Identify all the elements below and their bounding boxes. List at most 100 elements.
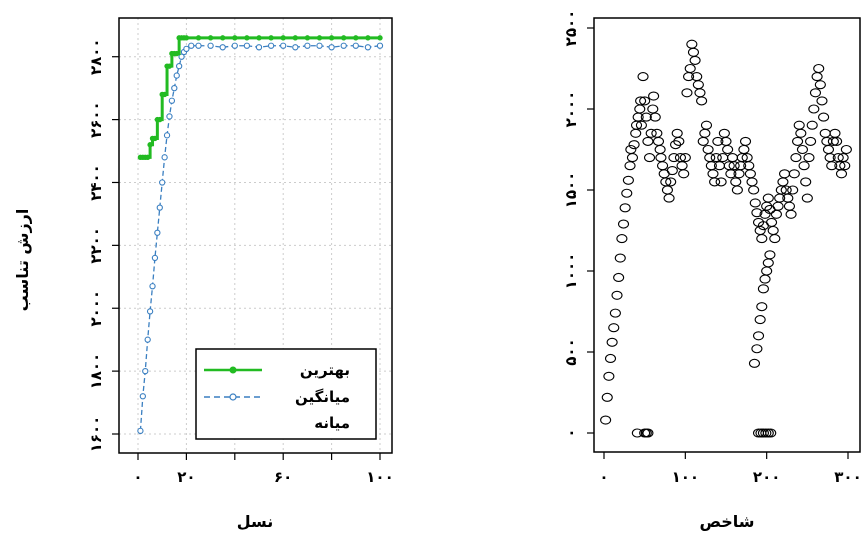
point-best xyxy=(144,154,151,161)
scatter-point xyxy=(767,225,779,236)
scatter-point xyxy=(702,144,714,155)
scatter-point xyxy=(748,185,760,195)
point-mean xyxy=(163,132,171,139)
scatter-point xyxy=(806,120,818,130)
scatter-point xyxy=(801,193,813,203)
point-best xyxy=(157,116,163,123)
right-x-tick-label: ۰ xyxy=(599,468,608,486)
point-best xyxy=(220,35,226,41)
right-y-axis: ۰ ۵۰۰ ۱۰۰۰ ۱۵۰۰ ۲۰۰۰ ۲۵۰۰ xyxy=(562,10,594,438)
legend: بهترین میانگین میانه xyxy=(195,348,377,440)
point-mean xyxy=(159,179,166,186)
scatter-point xyxy=(746,177,758,187)
scatter-point xyxy=(642,136,654,146)
point-mean xyxy=(183,45,190,53)
point-mean xyxy=(267,42,275,49)
right-y-tick-label: ۱۵۰۰ xyxy=(562,172,580,209)
scatter-point xyxy=(654,144,666,155)
right-x-tick-label: ۳۰۰ xyxy=(834,468,861,486)
scatter-point xyxy=(818,112,830,122)
point-mean xyxy=(340,42,347,49)
point-best xyxy=(316,35,323,41)
point-best xyxy=(207,35,214,41)
scatter-point xyxy=(756,302,768,312)
scatter-point xyxy=(670,140,682,150)
scatter-point xyxy=(800,177,812,187)
scatter-point xyxy=(756,234,768,244)
scatter-point xyxy=(712,136,724,146)
scatter-point xyxy=(787,185,799,195)
scatter-point xyxy=(668,153,680,163)
scatter-point xyxy=(722,144,734,155)
right-plot-frame xyxy=(593,17,861,453)
point-mean xyxy=(195,42,202,49)
scatter-point xyxy=(621,188,633,198)
scatter-point xyxy=(645,128,657,138)
scatter-point xyxy=(779,169,791,179)
point-mean xyxy=(219,44,226,51)
right-y-tick-label: ۱۰۰۰ xyxy=(562,253,580,290)
scatter-point xyxy=(643,153,656,163)
scatter-point xyxy=(710,153,722,163)
scatter-point xyxy=(821,136,833,146)
scatter-point xyxy=(809,88,822,98)
legend-box xyxy=(195,348,377,440)
point-best xyxy=(152,135,158,142)
scatter-point xyxy=(707,169,719,179)
scatter-point xyxy=(700,120,713,130)
scatter-point xyxy=(652,136,665,146)
left-x-tick-label: ۰ xyxy=(133,468,142,486)
point-best xyxy=(174,50,180,57)
left-y-tick-label: ۲۶۰۰ xyxy=(87,101,105,138)
scatter-point xyxy=(628,140,640,150)
point-mean xyxy=(139,393,146,400)
point-best xyxy=(341,35,347,41)
left-x-tick-label: ۱۰۰ xyxy=(366,468,393,486)
scatter-point xyxy=(694,88,706,98)
index-scatter-chart: ۰ ۱۰۰ ۲۰۰ ۳۰۰ ۰ ۵۰۰ ۱۰۰۰ ۱۵۰۰ ۲۰۰۰ ۲۵۰۰ شاخص xyxy=(562,10,862,531)
point-mean xyxy=(168,97,176,104)
scatter-point xyxy=(829,128,841,138)
point-best xyxy=(328,35,335,41)
scatter-point xyxy=(639,96,651,106)
point-mean xyxy=(364,44,372,51)
scatter-point xyxy=(726,153,739,163)
scatter-point xyxy=(681,88,693,98)
legend-label-mean: میانگین xyxy=(295,388,350,406)
point-mean xyxy=(280,42,287,49)
right-y-tick-label: ۲۵۰۰ xyxy=(562,10,580,47)
right-y-tick-label: ۲۰۰۰ xyxy=(562,91,580,128)
scatter-point xyxy=(762,258,774,268)
point-mean xyxy=(376,42,384,49)
scatter-point xyxy=(600,415,612,425)
point-mean xyxy=(161,154,168,161)
scatter-point xyxy=(617,219,630,229)
scatter-point xyxy=(676,161,688,171)
point-best xyxy=(280,35,286,41)
right-x-tick-label: ۲۰۰ xyxy=(753,468,780,486)
point-mean xyxy=(304,42,311,49)
point-mean xyxy=(207,42,214,49)
point-best xyxy=(377,35,383,41)
scatter-point xyxy=(624,161,636,171)
scatter-point xyxy=(759,274,771,284)
right-y-tick-label: ۵۰۰ xyxy=(562,338,580,365)
scatter-point xyxy=(655,153,667,163)
scatter-point xyxy=(772,201,784,211)
point-best xyxy=(161,91,168,98)
scatter-point xyxy=(673,136,685,146)
scatter-point xyxy=(788,169,800,179)
scatter-point xyxy=(785,209,797,219)
scatter-point xyxy=(634,104,646,114)
left-y-tick-label: ۲۸۰۰ xyxy=(87,38,105,75)
scatter-point xyxy=(769,234,781,244)
scatter-point xyxy=(625,144,637,155)
scatter-point xyxy=(748,358,761,368)
scatter-point xyxy=(777,177,789,187)
point-mean xyxy=(173,72,180,79)
scatter-point xyxy=(814,80,826,90)
scatter-point xyxy=(642,428,654,438)
point-mean xyxy=(144,336,151,343)
right-points xyxy=(600,39,852,438)
scatter-point xyxy=(666,166,678,176)
